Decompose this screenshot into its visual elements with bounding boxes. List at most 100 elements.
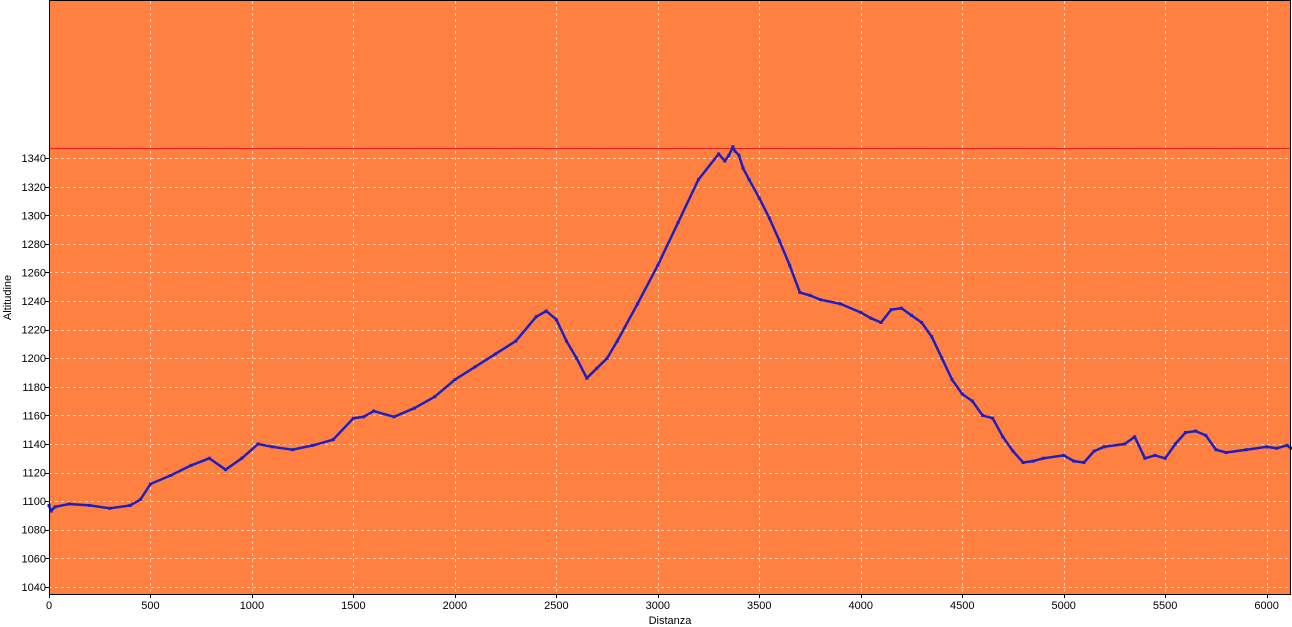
elevation-point — [970, 399, 974, 403]
elevation-point — [534, 315, 538, 319]
elevation-point — [788, 263, 792, 267]
x-tick-label: 0 — [46, 600, 52, 612]
x-tick-label: 4500 — [950, 600, 974, 612]
y-tick-label: 1120 — [22, 468, 46, 480]
elevation-point — [1244, 448, 1248, 452]
elevation-point — [1163, 456, 1167, 460]
y-tick-label: 1280 — [22, 239, 46, 251]
elevation-point — [733, 149, 737, 153]
elevation-point — [575, 356, 579, 360]
elevation-point — [1102, 445, 1106, 449]
elevation-point — [1173, 442, 1177, 446]
elevation-point — [1021, 461, 1025, 465]
elevation-point — [1082, 461, 1086, 465]
elevation-point — [731, 145, 735, 149]
elevation-point — [930, 335, 934, 339]
elevation-point — [991, 416, 995, 420]
elevation-point — [88, 503, 92, 507]
y-tick-label: 1060 — [22, 553, 46, 565]
elevation-point — [676, 220, 680, 224]
elevation-point — [493, 352, 497, 356]
y-tick-label: 1040 — [22, 582, 46, 594]
y-tick-label: 1180 — [22, 382, 46, 394]
elevation-point — [565, 339, 568, 343]
elevation-point — [920, 321, 924, 325]
elevation-point — [585, 376, 589, 380]
elevation-point — [473, 365, 477, 369]
elevation-point — [1153, 453, 1157, 457]
y-tick-label: 1240 — [22, 296, 46, 308]
elevation-point — [1285, 443, 1289, 447]
y-tick-label: 1140 — [22, 439, 46, 451]
elevation-point — [747, 178, 751, 182]
y-tick-label: 1300 — [22, 210, 46, 222]
elevation-point — [1041, 456, 1045, 460]
elevation-point — [224, 468, 228, 472]
elevation-point — [960, 392, 964, 396]
elevation-point — [169, 473, 173, 477]
elevation-point — [1031, 459, 1035, 463]
y-tick-label: 1340 — [22, 153, 46, 165]
elevation-point — [1092, 449, 1096, 453]
elevation-point — [453, 378, 457, 382]
elevation-point — [1133, 435, 1137, 439]
elevation-point — [741, 166, 745, 170]
elevation-point — [636, 302, 640, 306]
elevation-point — [291, 448, 295, 452]
y-axis-title: Altitudine — [2, 275, 14, 320]
x-tick-label: 1000 — [240, 600, 264, 612]
elevation-point — [554, 318, 558, 322]
grid — [49, 1, 1291, 594]
y-tick-label: 1100 — [22, 496, 46, 508]
elevation-point — [838, 302, 842, 306]
y-tick-label: 1220 — [22, 325, 46, 337]
elevation-point — [1183, 431, 1187, 435]
y-tick-label: 1260 — [22, 267, 46, 279]
y-tick-label: 1320 — [22, 182, 46, 194]
elevation-point — [605, 356, 609, 360]
x-tick-label: 2500 — [544, 600, 568, 612]
elevation-point — [1204, 433, 1208, 437]
elevation-point — [1214, 448, 1218, 452]
elevation-point — [311, 443, 315, 447]
elevation-point — [240, 456, 244, 460]
elevation-point — [67, 502, 71, 506]
elevation-point — [1194, 429, 1198, 433]
elevation-point — [656, 263, 660, 267]
elevation-point — [798, 290, 802, 294]
elevation-point — [412, 406, 416, 410]
elevation-point — [49, 509, 53, 513]
elevation-point — [1143, 456, 1147, 460]
elevation-point — [595, 366, 599, 370]
x-tick-label: 3500 — [747, 600, 771, 612]
elevation-point — [737, 153, 741, 157]
elevation-point — [757, 196, 761, 200]
elevation-point — [1275, 446, 1279, 450]
elevation-point — [808, 293, 812, 297]
elevation-point — [1265, 445, 1269, 449]
y-tick-label: 1200 — [22, 353, 46, 365]
elevation-point — [108, 506, 112, 510]
x-tick-label: 3000 — [646, 600, 670, 612]
elevation-point — [1062, 453, 1066, 457]
x-tick-label: 500 — [141, 600, 159, 612]
elevation-point — [433, 395, 437, 399]
x-axis-ticks: 0 500 1000 1500 2000 2500 3000 3500 4000 4500 5000… — [46, 594, 1279, 612]
elevation-point — [723, 159, 727, 163]
elevation-point — [910, 313, 913, 317]
elevation-point — [615, 339, 619, 343]
elevation-point — [544, 309, 548, 313]
elevation-point — [362, 415, 366, 419]
x-tick-label: 5500 — [1153, 600, 1177, 612]
y-axis-ticks: 1040 1060 1080 1100 1120 1140 1160 1180 1200 1220… — [22, 153, 49, 594]
elevation-point — [270, 445, 274, 449]
x-tick-label: 2000 — [443, 600, 467, 612]
elevation-point — [869, 316, 873, 320]
elevation-point — [899, 306, 903, 310]
elevation-point — [717, 152, 721, 156]
elevation-point — [207, 456, 211, 460]
elevation-point — [148, 482, 152, 486]
x-tick-label: 1500 — [341, 600, 365, 612]
y-tick-label: 1080 — [22, 525, 46, 537]
